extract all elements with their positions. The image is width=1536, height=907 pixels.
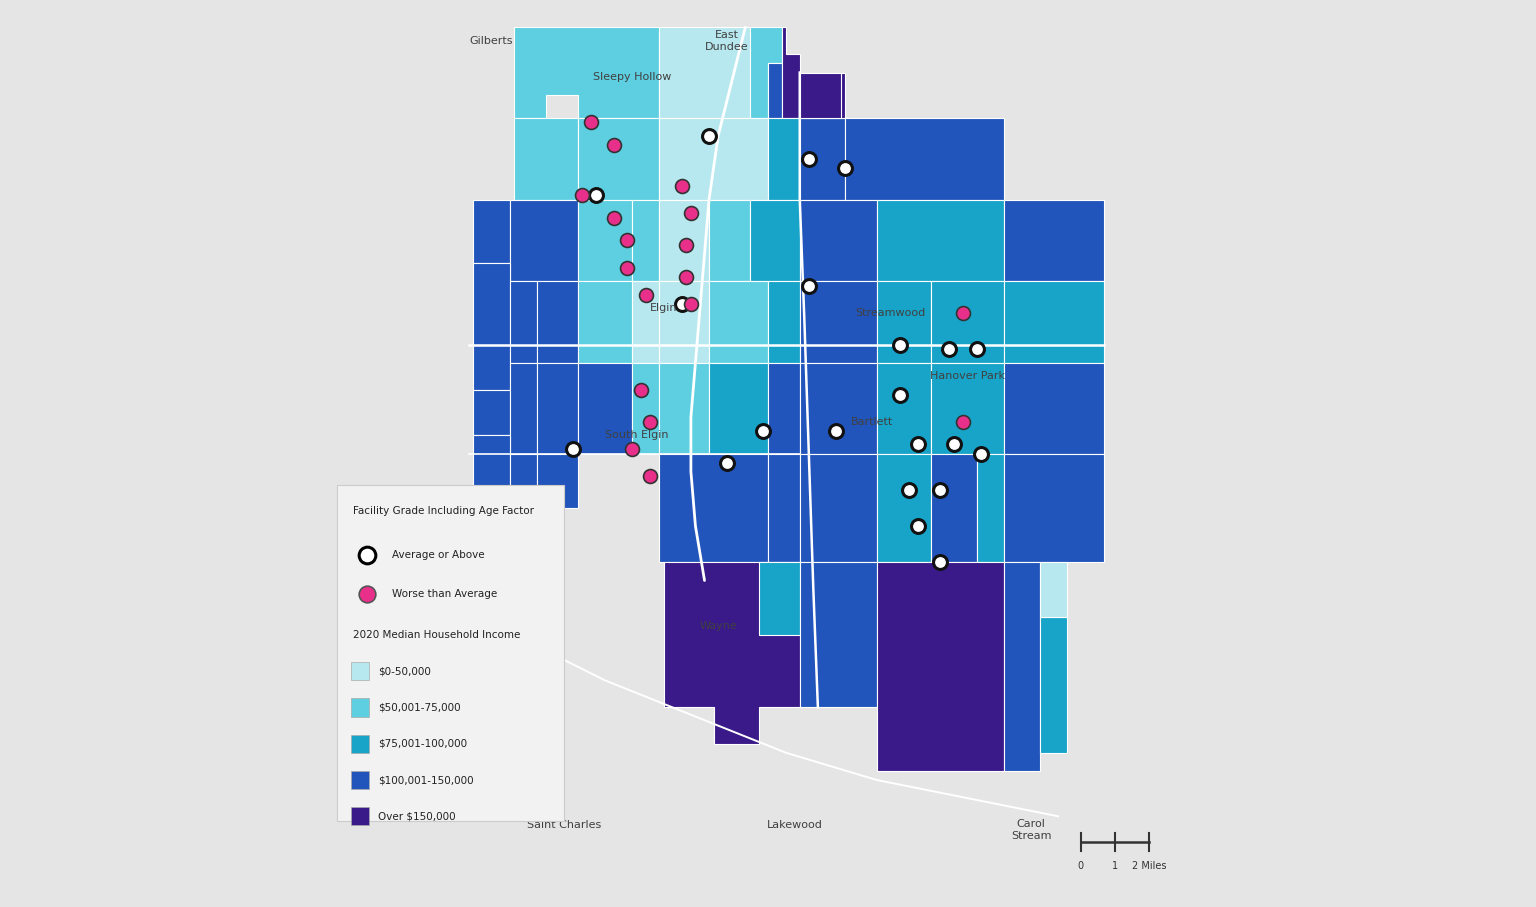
- Polygon shape: [877, 562, 1005, 771]
- Polygon shape: [578, 118, 659, 200]
- Polygon shape: [473, 200, 510, 263]
- Polygon shape: [768, 118, 800, 200]
- FancyBboxPatch shape: [350, 807, 369, 825]
- Text: East
Dundee: East Dundee: [705, 30, 750, 52]
- Polygon shape: [578, 363, 631, 454]
- Polygon shape: [510, 454, 536, 508]
- Text: Facility Grade Including Age Factor: Facility Grade Including Age Factor: [353, 506, 533, 516]
- Polygon shape: [1040, 617, 1068, 753]
- Polygon shape: [750, 27, 782, 118]
- Text: $75,001-100,000: $75,001-100,000: [378, 738, 467, 749]
- FancyBboxPatch shape: [338, 485, 564, 821]
- Text: $50,001-75,000: $50,001-75,000: [378, 702, 461, 713]
- Text: Average or Above: Average or Above: [392, 550, 484, 561]
- FancyBboxPatch shape: [350, 771, 369, 789]
- Polygon shape: [800, 73, 840, 118]
- Polygon shape: [473, 345, 510, 390]
- Polygon shape: [659, 363, 710, 454]
- Polygon shape: [800, 281, 877, 363]
- Polygon shape: [1005, 281, 1103, 363]
- Polygon shape: [659, 281, 710, 363]
- Polygon shape: [578, 200, 631, 281]
- Polygon shape: [710, 363, 768, 454]
- Polygon shape: [931, 363, 1005, 454]
- Text: Saint Charles: Saint Charles: [527, 820, 601, 831]
- Polygon shape: [536, 454, 578, 508]
- Text: 2020 Median Household Income: 2020 Median Household Income: [353, 630, 521, 640]
- Polygon shape: [768, 454, 800, 562]
- Polygon shape: [515, 27, 659, 118]
- Polygon shape: [473, 435, 510, 490]
- Polygon shape: [510, 363, 536, 454]
- Polygon shape: [710, 200, 750, 281]
- Polygon shape: [631, 200, 659, 281]
- Text: Worse than Average: Worse than Average: [392, 589, 496, 600]
- Polygon shape: [659, 27, 750, 118]
- Text: $100,001-150,000: $100,001-150,000: [378, 775, 473, 785]
- Polygon shape: [800, 454, 877, 562]
- Text: 0: 0: [1078, 861, 1084, 871]
- Text: Over $150,000: Over $150,000: [378, 811, 456, 822]
- Polygon shape: [510, 281, 536, 363]
- Text: 1: 1: [1112, 861, 1118, 871]
- Polygon shape: [1005, 200, 1103, 281]
- Polygon shape: [631, 281, 659, 363]
- Polygon shape: [515, 118, 578, 200]
- Text: 2 Miles: 2 Miles: [1132, 861, 1166, 871]
- Text: Lakewood: Lakewood: [768, 820, 823, 831]
- Polygon shape: [631, 363, 659, 454]
- Polygon shape: [782, 27, 800, 118]
- Polygon shape: [977, 454, 1005, 562]
- Polygon shape: [800, 200, 877, 281]
- FancyBboxPatch shape: [350, 735, 369, 753]
- Polygon shape: [877, 363, 931, 454]
- Polygon shape: [510, 200, 578, 281]
- FancyBboxPatch shape: [350, 662, 369, 680]
- Text: Elgin: Elgin: [650, 303, 677, 314]
- Polygon shape: [877, 281, 931, 363]
- Polygon shape: [800, 562, 877, 707]
- Polygon shape: [845, 118, 1005, 200]
- Text: Wayne: Wayne: [699, 620, 737, 631]
- Polygon shape: [750, 200, 800, 281]
- Polygon shape: [800, 363, 877, 454]
- Polygon shape: [931, 454, 977, 562]
- Polygon shape: [578, 281, 631, 363]
- Polygon shape: [1005, 562, 1040, 771]
- Polygon shape: [805, 73, 845, 118]
- Polygon shape: [877, 200, 1005, 281]
- Polygon shape: [1040, 562, 1068, 617]
- Polygon shape: [931, 281, 1005, 363]
- Polygon shape: [800, 118, 845, 200]
- Polygon shape: [659, 200, 710, 281]
- Text: Hanover Park: Hanover Park: [929, 371, 1005, 382]
- Polygon shape: [664, 562, 800, 744]
- Polygon shape: [1005, 363, 1103, 454]
- Polygon shape: [768, 363, 800, 454]
- Polygon shape: [659, 454, 768, 562]
- Text: $0-50,000: $0-50,000: [378, 666, 432, 677]
- Polygon shape: [768, 63, 782, 118]
- Text: Carol
Stream: Carol Stream: [1011, 819, 1051, 841]
- Polygon shape: [768, 281, 800, 363]
- Polygon shape: [473, 390, 510, 435]
- Text: Gilberts: Gilberts: [470, 35, 513, 46]
- Text: Bartlett: Bartlett: [851, 416, 894, 427]
- FancyBboxPatch shape: [350, 698, 369, 717]
- Polygon shape: [473, 263, 510, 345]
- Text: South Elgin: South Elgin: [605, 430, 668, 441]
- Polygon shape: [877, 454, 931, 562]
- Text: Sleepy Hollow: Sleepy Hollow: [593, 72, 671, 83]
- Polygon shape: [759, 562, 800, 635]
- Polygon shape: [536, 363, 578, 454]
- Polygon shape: [536, 281, 578, 363]
- Polygon shape: [1005, 454, 1103, 562]
- Text: Streamwood: Streamwood: [856, 307, 926, 318]
- Polygon shape: [710, 281, 768, 363]
- Polygon shape: [659, 118, 768, 200]
